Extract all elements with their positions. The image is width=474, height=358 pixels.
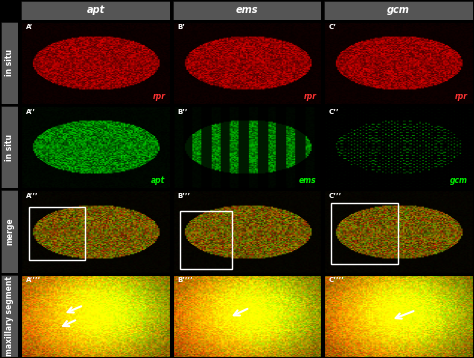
Bar [29,207,85,260]
Text: C’’’: C’’’ [328,193,342,199]
Text: ems: ems [299,176,317,185]
Text: merge: merge [6,218,14,245]
Text: apt: apt [86,5,105,15]
Text: gcm: gcm [387,5,410,15]
Text: apt: apt [151,176,165,185]
Bar [180,211,232,268]
Bar [331,203,398,265]
Text: B’: B’ [177,24,185,30]
Text: C’’: C’’ [328,108,339,115]
Text: C’: C’ [328,24,337,30]
Text: A’’’’: A’’’’ [26,277,41,283]
Text: in situ: in situ [6,134,14,161]
Text: A’’’: A’’’ [26,193,38,199]
Text: gcm: gcm [450,176,468,185]
Text: rpr: rpr [455,92,468,101]
Text: ems: ems [236,5,258,15]
Text: rpr: rpr [304,92,317,101]
Text: maxillary segment: maxillary segment [6,276,14,356]
Text: rpr: rpr [153,92,165,101]
Text: B’’’: B’’’ [177,193,190,199]
Text: B’’: B’’ [177,108,188,115]
Text: A’’: A’’ [26,108,36,115]
Text: A’: A’ [26,24,33,30]
Text: in situ: in situ [6,49,14,76]
Text: C’’’’: C’’’’ [328,277,345,283]
Text: B’’’’: B’’’’ [177,277,193,283]
